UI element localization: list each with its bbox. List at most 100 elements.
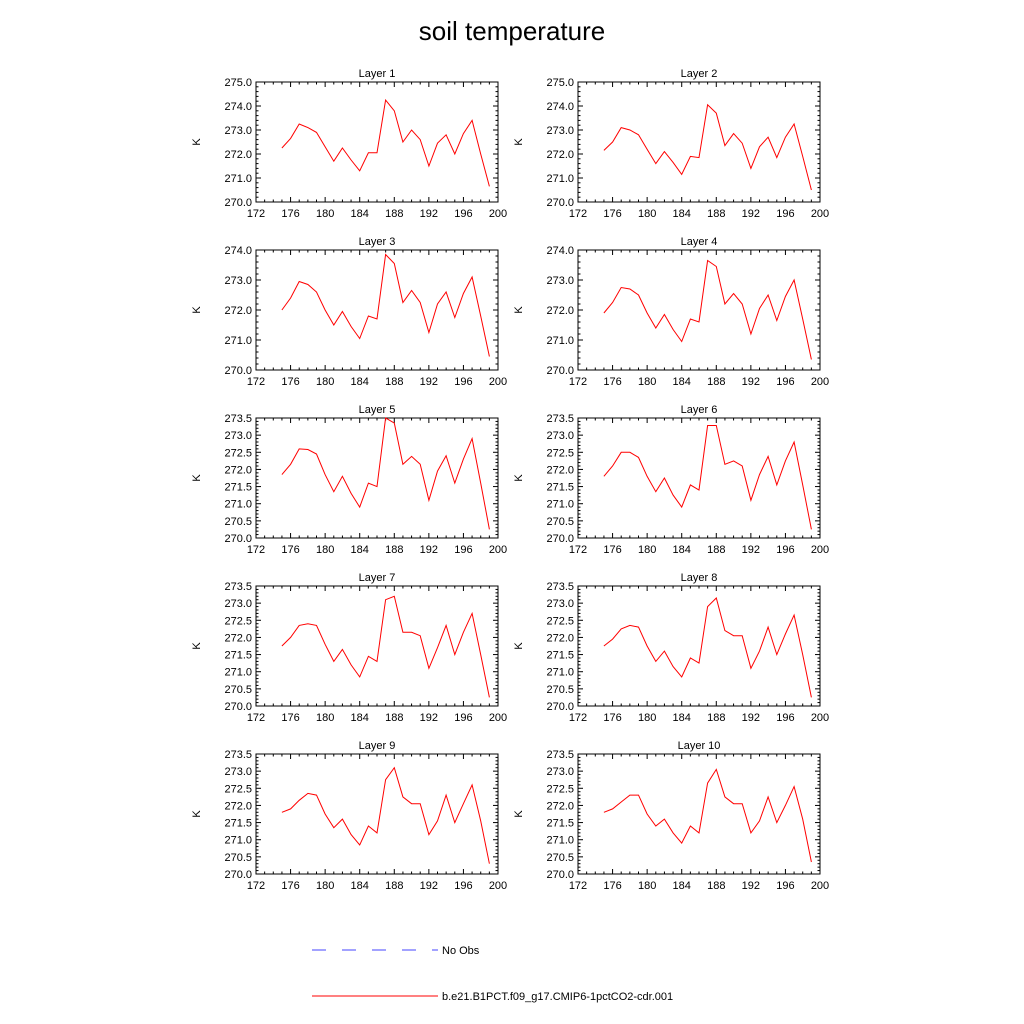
x-tick-label: 196 — [454, 376, 472, 388]
y-tick-label: 272.0 — [546, 149, 574, 161]
x-tick-label: 176 — [603, 376, 621, 388]
y-tick-label: 273.5 — [546, 749, 574, 761]
x-tick-label: 180 — [638, 376, 656, 388]
x-tick-label: 196 — [454, 544, 472, 556]
chart-panel-8: Layer 8 172 176 180 184 188 192 196 200 270.0 270.… — [513, 572, 829, 724]
y-tick-label: 275.0 — [546, 77, 574, 89]
y-tick-label: 271.0 — [546, 335, 574, 347]
x-tick-label: 188 — [385, 880, 403, 892]
x-tick-label: 200 — [811, 208, 829, 220]
y-tick-label: 273.0 — [546, 125, 574, 137]
y-tick-label: 270.0 — [546, 701, 574, 713]
y-tick-label: 272.5 — [224, 447, 252, 459]
y-tick-label: 270.0 — [546, 197, 574, 209]
panel-title: Layer 5 — [359, 404, 396, 416]
chart-panel-2: Layer 2 172 176 180 184 188 192 196 200 270.0 271.… — [513, 68, 829, 220]
x-tick-label: 192 — [420, 376, 438, 388]
y-tick-label: 270.5 — [546, 852, 574, 864]
y-tick-label: 270.0 — [224, 533, 252, 545]
x-tick-label: 192 — [420, 712, 438, 724]
plot-frame — [255, 81, 499, 203]
x-tick-label: 200 — [811, 880, 829, 892]
x-tick-label: 184 — [673, 880, 691, 892]
x-tick-label: 176 — [603, 544, 621, 556]
y-tick-label: 274.0 — [224, 245, 252, 257]
x-tick-label: 192 — [742, 880, 760, 892]
plot-frame — [255, 417, 499, 539]
y-tick-label: 271.0 — [546, 173, 574, 185]
x-tick-label: 196 — [776, 880, 794, 892]
y-tick-label: 271.0 — [546, 667, 574, 679]
x-tick-label: 180 — [316, 208, 334, 220]
y-tick-label: 270.5 — [224, 852, 252, 864]
legend-label: No Obs — [442, 945, 480, 957]
y-tick-label: 273.5 — [546, 581, 574, 593]
series-line — [603, 259, 812, 360]
series-line — [281, 766, 490, 864]
x-tick-label: 172 — [247, 208, 265, 220]
x-tick-label: 180 — [638, 208, 656, 220]
panel-title: Layer 9 — [359, 740, 396, 752]
legend-item-2: b.e21.B1PCT.f09_g17.CMIP6-1pctCO2-cdr.00… — [312, 991, 673, 1003]
x-tick-label: 176 — [281, 544, 299, 556]
y-tick-label: 270.5 — [224, 684, 252, 696]
series-line — [281, 595, 490, 698]
y-axis-label: K — [513, 474, 525, 482]
panel-title: Layer 8 — [681, 572, 718, 584]
y-tick-label: 273.0 — [546, 275, 574, 287]
panel-title: Layer 2 — [681, 68, 718, 80]
x-tick-label: 184 — [673, 376, 691, 388]
x-tick-label: 180 — [316, 544, 334, 556]
y-tick-label: 270.0 — [224, 701, 252, 713]
y-axis-label: K — [191, 138, 203, 146]
y-tick-label: 275.0 — [224, 77, 252, 89]
x-tick-label: 176 — [281, 712, 299, 724]
y-tick-label: 272.5 — [546, 615, 574, 627]
y-tick-label: 272.0 — [224, 632, 252, 644]
x-tick-label: 200 — [811, 544, 829, 556]
y-tick-label: 273.0 — [546, 598, 574, 610]
x-tick-label: 184 — [351, 712, 369, 724]
y-tick-label: 272.0 — [224, 149, 252, 161]
plot-frame — [255, 249, 499, 371]
x-tick-label: 200 — [489, 712, 507, 724]
x-tick-label: 184 — [351, 208, 369, 220]
x-tick-label: 200 — [489, 544, 507, 556]
series-line — [603, 103, 812, 191]
panel-title: Layer 7 — [359, 572, 396, 584]
x-tick-label: 196 — [454, 208, 472, 220]
y-tick-label: 273.0 — [546, 430, 574, 442]
x-tick-label: 188 — [385, 376, 403, 388]
y-tick-label: 270.0 — [224, 869, 252, 881]
x-tick-label: 188 — [385, 208, 403, 220]
x-tick-label: 188 — [707, 208, 725, 220]
legend-item-1: No Obs — [312, 945, 480, 957]
y-axis-label: K — [191, 474, 203, 482]
x-tick-label: 196 — [454, 712, 472, 724]
y-tick-label: 271.0 — [224, 335, 252, 347]
x-tick-label: 176 — [603, 208, 621, 220]
x-tick-label: 192 — [742, 208, 760, 220]
x-tick-label: 176 — [281, 376, 299, 388]
y-tick-label: 271.0 — [224, 173, 252, 185]
x-tick-label: 192 — [420, 208, 438, 220]
x-tick-label: 184 — [351, 880, 369, 892]
x-tick-label: 192 — [742, 544, 760, 556]
x-tick-label: 188 — [707, 376, 725, 388]
x-tick-label: 196 — [454, 880, 472, 892]
x-tick-label: 196 — [776, 208, 794, 220]
y-tick-label: 273.5 — [546, 413, 574, 425]
x-tick-label: 192 — [742, 376, 760, 388]
x-tick-label: 200 — [811, 376, 829, 388]
series-line — [281, 417, 490, 530]
plot-frame — [577, 249, 821, 371]
y-axis-label: K — [513, 642, 525, 650]
plot-frame — [577, 585, 821, 707]
x-tick-label: 200 — [489, 880, 507, 892]
x-tick-label: 200 — [489, 376, 507, 388]
x-tick-label: 176 — [603, 880, 621, 892]
x-tick-label: 188 — [707, 544, 725, 556]
y-tick-label: 273.5 — [224, 749, 252, 761]
x-tick-label: 192 — [420, 544, 438, 556]
